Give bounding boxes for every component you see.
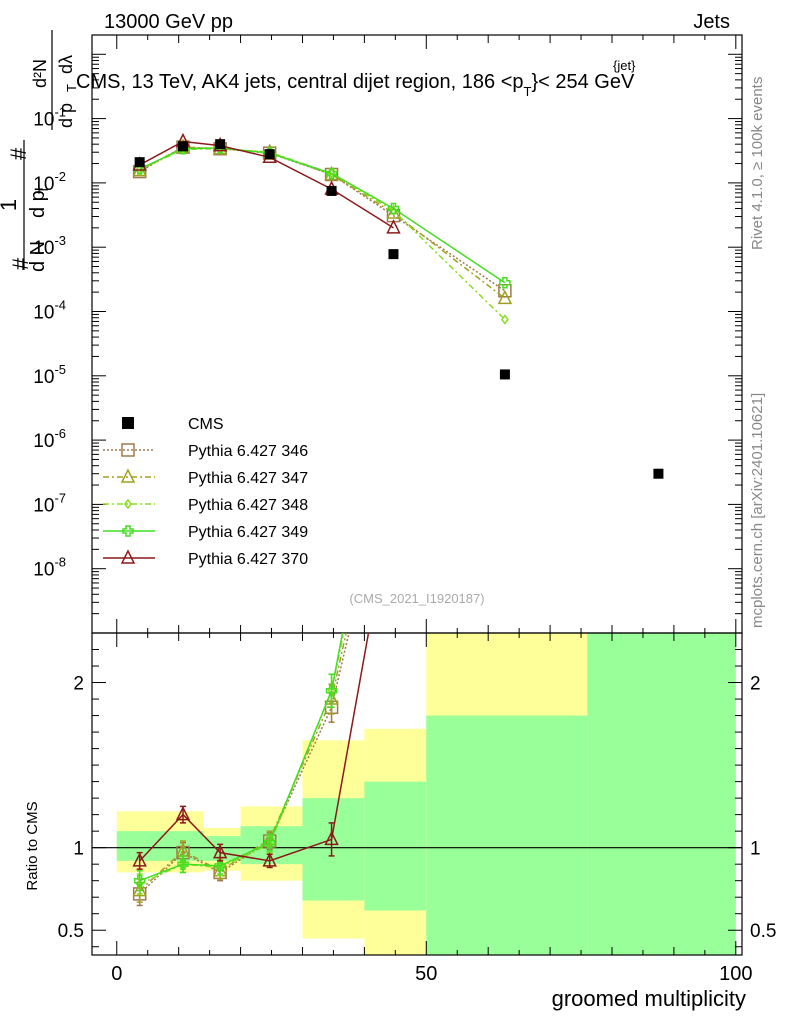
legend-marker-3: [122, 525, 134, 537]
ratio-y-tick-label: 1: [73, 839, 84, 860]
data-point: [499, 369, 510, 380]
main-axes: 10-1 10-2 10-3 10-4 10-5 10-6 10-7 10-8: [33, 34, 743, 634]
main-series: [132, 132, 664, 479]
ylabel-num2: #: [6, 147, 31, 160]
main-y-tick-label: 10-2: [33, 169, 66, 195]
main-y-tick-label: 10-6: [33, 426, 66, 452]
data-point: [215, 139, 226, 150]
main-y-tick-label: 10-3: [33, 233, 66, 259]
legend-marker-4: [120, 549, 136, 564]
data-point: [653, 468, 664, 479]
data-point: [134, 157, 145, 168]
ratio-uncertainty-bands: [116, 633, 736, 955]
ratio-marker-3: [133, 874, 146, 887]
green-band-4: [302, 798, 365, 901]
title-prefix: CMS, 13 TeV, AK4 jets, central dijet reg…: [76, 71, 524, 93]
legend-label-cms: CMS: [188, 416, 224, 433]
main-y-tick-label: 10-8: [33, 555, 66, 581]
series-marker-3: [499, 276, 511, 289]
series-marker-3: [325, 167, 338, 180]
data-point: [264, 149, 275, 160]
series-line-4: [139, 140, 394, 229]
ratio-y-tick-label-right: 1: [750, 839, 761, 860]
ratio-marker-3: [177, 858, 189, 870]
series-marker-1: [497, 289, 513, 305]
rivet-label: Rivet 4.1.0, ≥ 100k events: [749, 77, 766, 250]
header-right: Jets: [693, 11, 730, 33]
legend-marker-1: [120, 468, 136, 483]
ylabel-den2: d p: [27, 190, 49, 218]
series-line-3: [139, 147, 506, 284]
ylabel-den2-sub: T: [35, 185, 51, 194]
x-tick-label: 100: [719, 963, 752, 985]
legend-label-1: Pythia 6.427 347: [188, 470, 308, 487]
x-tick-label: 50: [415, 963, 437, 985]
legend: CMS Pythia 6.427 346 Pythia 6.427 347 Pythi…: [103, 416, 308, 568]
ylabel-frac-den-sub: T: [64, 84, 79, 92]
legend-label-2: Pythia 6.427 348: [188, 497, 308, 514]
legend-marker-2: [124, 498, 132, 510]
ratio-y-axis-label: Ratio to CMS: [24, 801, 41, 890]
ratio-marker-4: [324, 830, 339, 846]
ratio-series: [132, 633, 370, 907]
green-band-7: [587, 633, 736, 955]
ylabel-num1: #: [8, 257, 33, 270]
title-sub: T: [524, 84, 532, 99]
ratio-y-tick-label: 0.5: [58, 921, 84, 942]
ratio-marker-4: [175, 805, 191, 821]
ratio-marker-3: [325, 685, 338, 697]
ylabel-den1: d N: [27, 241, 49, 272]
data-point: [388, 249, 399, 260]
legend-label-3: Pythia 6.427 349: [188, 524, 308, 541]
ratio-y-tick-label-right: 2: [750, 674, 761, 695]
series-line-0: [139, 146, 506, 292]
main-y-axis-label: 1 # d N d p T # d²N d p T dλ: [0, 30, 79, 272]
title-suffix: }< 254 GeV: [531, 71, 635, 93]
x-tick-label: 0: [111, 963, 122, 985]
legend-marker-0: [121, 443, 135, 457]
ratio-marker-4: [262, 852, 277, 867]
x-axis-label: groomed multiplicity: [552, 986, 746, 1011]
ratio-line-4: [139, 633, 370, 862]
legend-marker-cms: [122, 417, 134, 429]
ratio-marker-4: [132, 852, 147, 867]
series-marker-4: [386, 219, 401, 234]
series-marker-0: [498, 284, 512, 298]
ylabel-frac-den: d p: [56, 103, 76, 128]
title-sup: {jet}: [613, 58, 636, 73]
analysis-watermark: (CMS_2021_I1920187): [349, 591, 484, 606]
main-y-tick-label: 10-7: [33, 490, 66, 516]
ylabel-one: 1: [0, 199, 21, 211]
main-y-tick-label: 10-5: [33, 362, 66, 388]
ratio-marker-1: [132, 881, 147, 897]
chart-title: CMS, 13 TeV, AK4 jets, central dijet reg…: [76, 71, 635, 99]
ylabel-frac-den-tail: dλ: [56, 55, 76, 74]
ratio-frame: [91, 632, 743, 956]
series-marker-1: [386, 204, 401, 219]
mcplots-label: mcplots.cern.ch [arXiv:2401.10621]: [749, 393, 766, 628]
series-line-2: [139, 147, 506, 321]
series-marker-3: [387, 202, 400, 215]
legend-label-4: Pythia 6.427 370: [188, 551, 308, 568]
green-band-5: [364, 781, 427, 911]
ratio-y-tick-label: 2: [73, 674, 84, 695]
data-point: [326, 185, 337, 196]
main-y-tick-label: 10-4: [33, 297, 66, 323]
ratio-marker-4: [212, 843, 228, 859]
ratio-axes: 0 50 100 0.5 0.5 1 1 2 2: [58, 632, 776, 985]
ratio-y-tick-label-right: 0.5: [750, 921, 776, 942]
ylabel-frac-num: d²N: [30, 59, 50, 88]
legend-label-0: Pythia 6.427 346: [188, 443, 308, 460]
header-left: 13000 GeV pp: [104, 11, 233, 33]
ratio-marker-3: [263, 836, 276, 849]
green-band-6: [426, 715, 588, 955]
ratio-series-clipped: [132, 633, 370, 907]
data-point: [178, 141, 188, 152]
series-marker-2: [500, 314, 509, 325]
main-y-tick-label: 10-1: [33, 105, 66, 131]
main-frame: [91, 34, 743, 634]
